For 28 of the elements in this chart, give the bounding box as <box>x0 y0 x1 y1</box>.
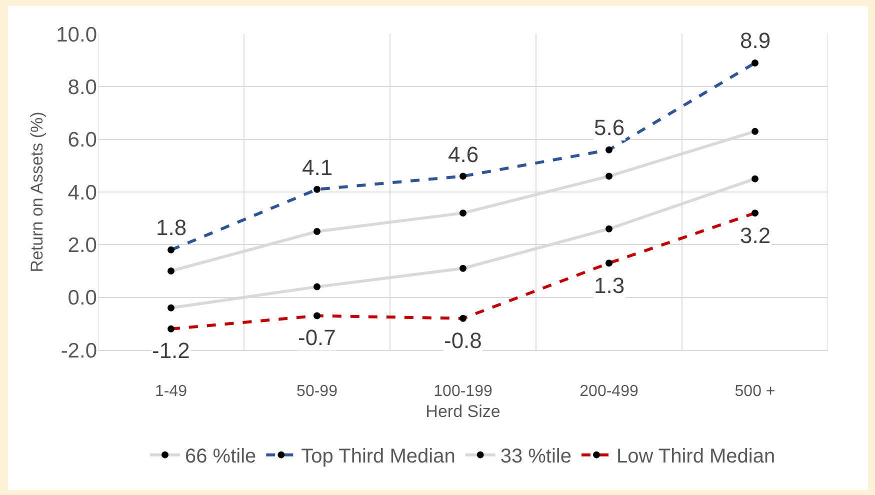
x-tick-label: 100-199 <box>434 383 492 400</box>
data-label: 5.6 <box>594 115 625 140</box>
data-label: -0.8 <box>444 328 482 353</box>
x-tick-label: 200-499 <box>580 383 638 400</box>
legend-label: Top Third Median <box>301 446 456 468</box>
data-label: 4.6 <box>448 142 479 167</box>
data-label: 4.1 <box>302 155 333 180</box>
y-tick-label: 6.0 <box>68 128 97 152</box>
y-tick-label: 2.0 <box>68 234 97 258</box>
data-label: 3.2 <box>740 223 771 248</box>
y-tick-label: 0.0 <box>68 286 97 310</box>
legend-label: Low Third Median <box>616 446 776 468</box>
y-tick-label: 8.0 <box>68 76 97 100</box>
x-tick-label: 1-49 <box>154 383 188 400</box>
x-axis-title: Herd Size <box>426 402 500 422</box>
data-label: 1.3 <box>594 273 625 298</box>
data-label: 8.9 <box>740 28 771 53</box>
legend-label: 66 %tile <box>185 446 256 468</box>
data-label: -1.2 <box>152 338 190 363</box>
y-tick-label: -2.0 <box>60 339 97 362</box>
data-label: 1.8 <box>156 215 187 240</box>
legend-label: 33 %tile <box>500 446 572 468</box>
y-tick-label: 4.0 <box>68 181 97 204</box>
x-tick-label: 500 + <box>734 383 776 400</box>
y-axis-title: Return on Assets (%) <box>28 112 47 272</box>
data-label: -0.7 <box>298 325 336 350</box>
x-tick-label: 50-99 <box>296 383 338 400</box>
y-tick-label: 10.0 <box>56 23 97 46</box>
